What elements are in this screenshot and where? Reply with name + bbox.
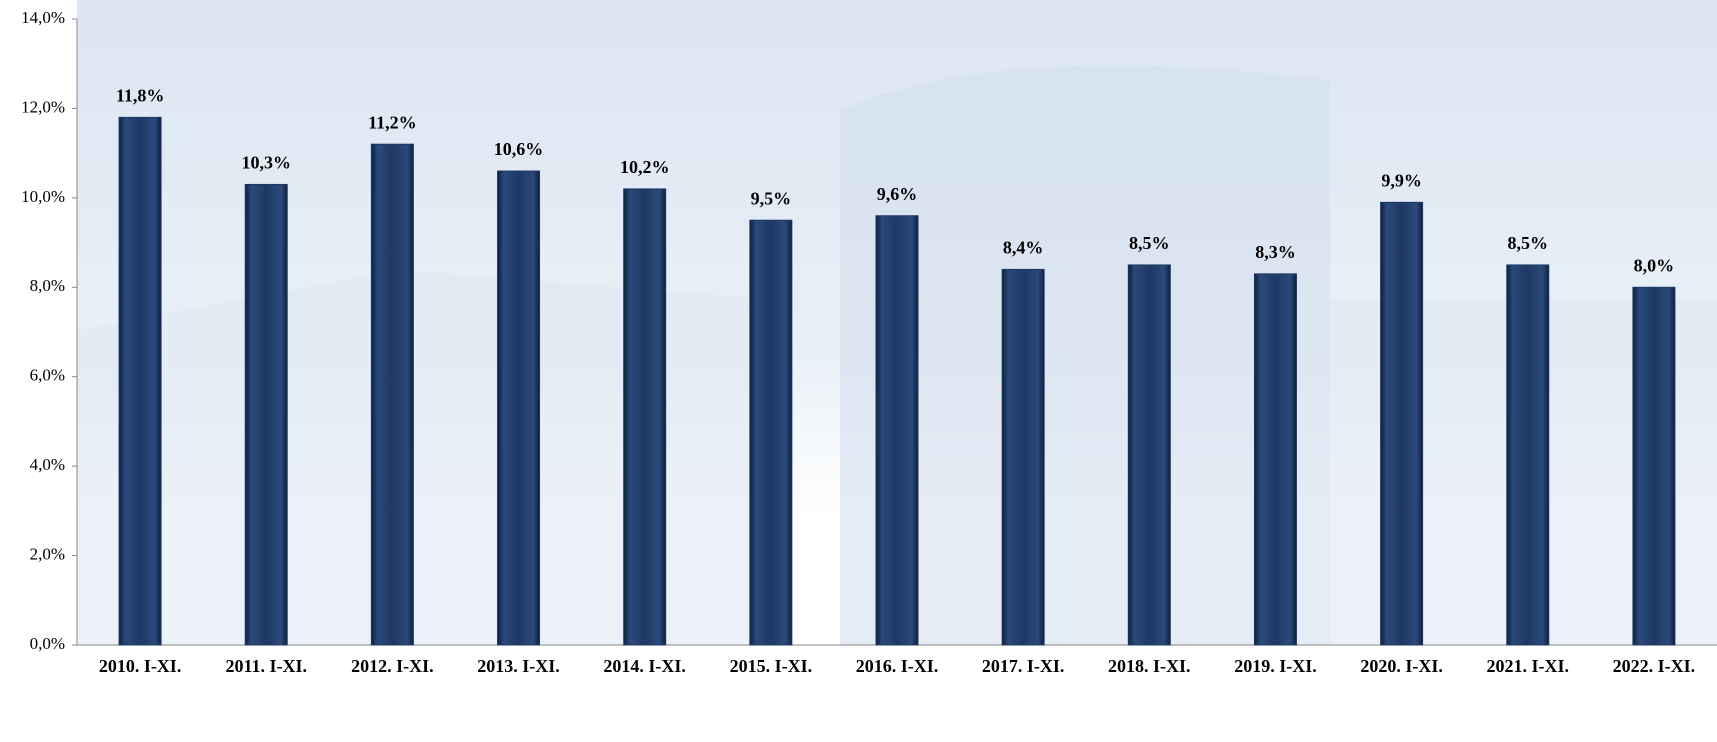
y-tick-label: 12,0% [21,97,65,116]
bar [370,143,414,646]
value-label: 10,2% [620,157,670,177]
x-tick-label: 2021. I-XI. [1487,656,1570,676]
x-tick-label: 2019. I-XI. [1234,656,1317,676]
y-tick-label: 14,0% [21,8,65,27]
bar [1380,201,1424,646]
value-label: 8,3% [1255,242,1296,262]
value-label: 9,9% [1381,170,1422,190]
x-tick-label: 2011. I-XI. [225,656,307,676]
value-label: 8,5% [1508,233,1549,253]
bar [244,183,288,646]
bar [1632,286,1676,646]
building-backdrop [77,270,1717,645]
bar [1506,264,1550,646]
y-tick-label: 4,0% [30,455,65,474]
x-tick-label: 2013. I-XI. [477,656,560,676]
bar [497,170,541,646]
value-label: 11,2% [368,112,417,132]
x-tick-label: 2020. I-XI. [1360,656,1443,676]
x-tick-label: 2016. I-XI. [856,656,939,676]
bar [875,215,919,646]
y-tick-label: 8,0% [30,276,65,295]
value-label: 11,8% [116,85,165,105]
bar [623,188,667,646]
x-tick-label: 2017. I-XI. [982,656,1065,676]
y-tick-label: 0,0% [30,634,65,653]
x-tick-label: 2012. I-XI. [351,656,434,676]
value-label: 9,6% [877,184,918,204]
y-tick-label: 6,0% [30,366,65,385]
value-label: 8,5% [1129,233,1170,253]
value-label: 10,6% [494,139,544,159]
building-backdrop [840,65,1330,646]
bar [749,219,793,646]
x-tick-label: 2015. I-XI. [730,656,813,676]
x-tick-label: 2022. I-XI. [1613,656,1696,676]
value-label: 10,3% [241,153,291,173]
value-label: 9,5% [751,188,792,208]
bar [1253,273,1297,646]
bar [118,116,162,646]
x-tick-label: 2018. I-XI. [1108,656,1191,676]
y-tick-label: 2,0% [30,544,65,563]
bar [1001,268,1045,646]
x-tick-label: 2010. I-XI. [99,656,182,676]
bar [1127,264,1171,646]
value-label: 8,4% [1003,238,1044,258]
y-tick-label: 10,0% [21,187,65,206]
value-label: 8,0% [1634,255,1675,275]
x-tick-label: 2014. I-XI. [603,656,686,676]
